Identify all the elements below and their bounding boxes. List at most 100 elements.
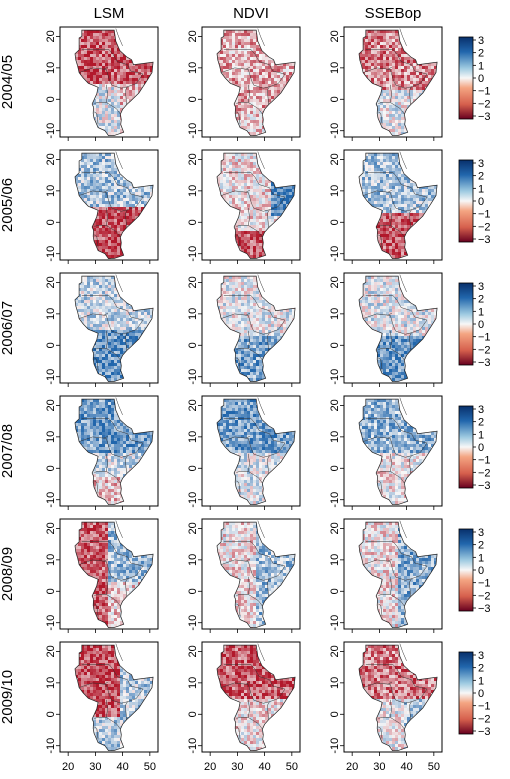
y-tick-label: -10 <box>187 369 199 385</box>
x-tick-label: 40 <box>258 761 270 773</box>
colorbar-tick-label: −3 <box>478 234 491 246</box>
y-tick-label: 0 <box>329 219 341 225</box>
y-tick-label: 0 <box>45 96 57 102</box>
x-tick-label: 20 <box>62 761 74 773</box>
colorbar-tick-label: −2 <box>478 98 491 110</box>
y-tick-label: 20 <box>45 153 57 165</box>
colorbar-tick-label: 1 <box>478 306 484 318</box>
anomaly-field <box>60 396 159 507</box>
y-tick-label: 10 <box>329 554 341 566</box>
y-tick-label: -10 <box>329 369 341 385</box>
colorbar-tick-label: −1 <box>478 701 491 713</box>
y-tick-label: 0 <box>187 465 199 471</box>
y-tick-label: 20 <box>45 399 57 411</box>
anomaly-field <box>344 27 443 138</box>
y-tick-label: -10 <box>187 615 199 631</box>
x-tick-label: 20 <box>204 761 216 773</box>
y-tick-label: 10 <box>187 431 199 443</box>
colorbar-tick-label: −2 <box>478 221 491 233</box>
y-tick-label: -10 <box>329 123 341 139</box>
y-tick-label: 10 <box>45 185 57 197</box>
colorbar-tick-label: −2 <box>478 590 491 602</box>
y-tick-label: 10 <box>187 185 199 197</box>
anomaly-field <box>60 150 159 261</box>
colorbar-scale <box>459 406 473 488</box>
colorbar-tick-label: 2 <box>478 417 484 429</box>
colorbar-tick-label: −1 <box>478 332 491 344</box>
row-label-2: 2005/06 <box>0 178 16 232</box>
colorbar-tick-label: −3 <box>478 111 491 123</box>
y-tick-label: -10 <box>187 123 199 139</box>
map-panel-3-lsm: 20 10 0 -10 <box>45 273 159 387</box>
anomaly-field <box>202 519 301 630</box>
colorbar-tick-label: −2 <box>478 344 491 356</box>
colorbar-tick-label: 0 <box>478 196 484 208</box>
row-label-5: 2008/09 <box>0 547 16 601</box>
y-tick-label: 0 <box>187 711 199 717</box>
y-tick-label: 20 <box>329 399 341 411</box>
anomaly-field <box>344 273 443 384</box>
anomaly-field <box>60 642 159 753</box>
y-tick-label: -10 <box>45 615 57 631</box>
y-tick-label: 20 <box>187 399 199 411</box>
y-tick-label: 10 <box>329 431 341 443</box>
x-tick-label: 20 <box>346 761 358 773</box>
row-label-3: 2006/07 <box>0 301 16 355</box>
y-tick-label: 20 <box>187 645 199 657</box>
colorbar-tick-label: 1 <box>478 60 484 72</box>
colorbar-scale <box>459 529 473 611</box>
colorbar-tick-label: 1 <box>478 552 484 564</box>
colorbar-tick-label: −1 <box>478 209 491 221</box>
y-tick-label: 20 <box>45 522 57 534</box>
y-tick-label: 0 <box>187 342 199 348</box>
colorbar-tick-label: −1 <box>478 86 491 98</box>
colorbar-tick-label: 1 <box>478 183 484 195</box>
y-tick-label: 10 <box>45 308 57 320</box>
y-tick-label: 20 <box>329 276 341 288</box>
y-tick-label: 20 <box>187 30 199 42</box>
colorbar-tick-label: 3 <box>478 281 484 293</box>
y-tick-label: 10 <box>187 308 199 320</box>
y-tick-label: -10 <box>329 615 341 631</box>
colorbar-tick-label: 2 <box>478 294 484 306</box>
x-tick-label: 50 <box>144 761 156 773</box>
y-tick-label: -10 <box>329 492 341 508</box>
y-tick-label: -10 <box>187 246 199 262</box>
y-tick-label: 20 <box>45 276 57 288</box>
colorbar-tick-label: 0 <box>478 688 484 700</box>
anomaly-field <box>202 27 301 138</box>
y-tick-label: -10 <box>45 123 57 139</box>
y-tick-label: 0 <box>329 96 341 102</box>
y-tick-label: -10 <box>45 369 57 385</box>
colorbar-scale <box>459 652 473 734</box>
anomaly-field <box>344 519 443 630</box>
y-tick-label: 10 <box>329 308 341 320</box>
y-tick-label: 0 <box>45 342 57 348</box>
y-tick-label: 0 <box>45 465 57 471</box>
y-tick-label: 20 <box>187 522 199 534</box>
y-tick-label: 10 <box>187 554 199 566</box>
colorbar-tick-label: 3 <box>478 527 484 539</box>
y-tick-label: 0 <box>45 588 57 594</box>
colorbar-tick-label: 0 <box>478 73 484 85</box>
colorbar-tick-label: −2 <box>478 713 491 725</box>
x-tick-label: 40 <box>116 761 128 773</box>
colorbar-tick-label: 2 <box>478 663 484 675</box>
y-tick-label: 10 <box>187 677 199 689</box>
y-tick-label: 0 <box>329 588 341 594</box>
